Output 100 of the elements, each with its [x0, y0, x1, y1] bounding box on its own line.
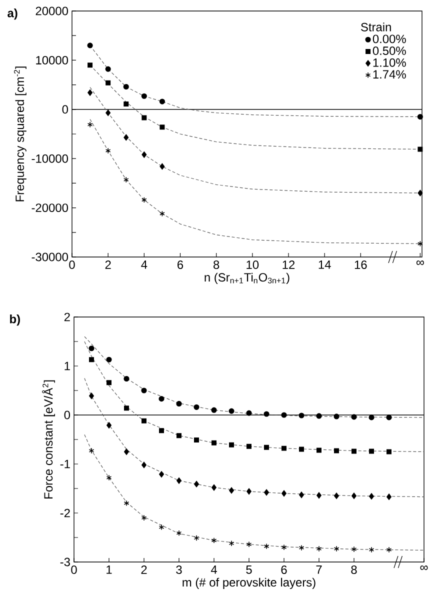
point: [212, 484, 216, 491]
point: [418, 146, 423, 152]
y-tick-label: 2: [64, 312, 70, 322]
x-tick-label: 14: [318, 260, 331, 269]
point: [229, 442, 234, 448]
point: [124, 134, 129, 141]
point: [123, 84, 129, 90]
point: [160, 163, 165, 170]
point: [316, 448, 322, 453]
y-tick-label: 20000: [36, 6, 68, 16]
point: [194, 535, 200, 541]
x-tick-label: 2: [141, 566, 147, 574]
point: [194, 480, 199, 488]
x-tick-label: 8: [351, 566, 357, 574]
legend-label: 1.10%: [373, 58, 406, 67]
point: [88, 89, 93, 96]
point: [386, 494, 392, 500]
point: [264, 489, 269, 496]
x-tick-label: ∞: [416, 260, 424, 266]
point: [160, 124, 165, 130]
point: [229, 487, 234, 494]
text: b): [10, 314, 20, 326]
point: [141, 514, 147, 521]
point: [88, 62, 93, 68]
point: [142, 115, 147, 120]
point: [298, 544, 304, 551]
x-tick-label: 1: [106, 566, 112, 574]
point: [264, 411, 270, 417]
x-tick-label: 7: [316, 566, 322, 574]
point: [194, 404, 200, 410]
point: [334, 546, 340, 552]
legend-title: Strain: [361, 22, 391, 32]
point: [351, 546, 357, 552]
point: [418, 240, 423, 247]
point: [352, 492, 356, 500]
y-tick-label: 0: [64, 410, 70, 420]
y-tick-label: 1: [64, 362, 70, 370]
x-axis-title: m (# of perovskite layers): [182, 578, 316, 589]
x-tick-label: 5: [246, 566, 252, 574]
point: [334, 448, 339, 454]
point: [106, 356, 112, 362]
x-tick-label: 2: [105, 260, 111, 269]
point: [352, 448, 356, 454]
point: [106, 380, 112, 386]
point: [106, 422, 112, 428]
point: [124, 376, 130, 382]
point: [124, 101, 129, 106]
point: [176, 477, 182, 484]
point: [368, 414, 374, 420]
x-tick-label: 4: [210, 566, 217, 574]
point: [88, 346, 94, 352]
x-axis-title: n (Sr$_{n+1}$Ti$_{n}$O$_{3n+1}$): [204, 272, 290, 284]
point: [106, 474, 112, 481]
y-tick-label: -1: [60, 460, 70, 468]
point: [334, 492, 339, 500]
x-tick-label: 3: [176, 566, 182, 574]
x-tick-label: 0: [71, 566, 77, 574]
point: [176, 400, 182, 407]
x-tick-label: 4: [141, 260, 148, 269]
point: [106, 110, 111, 116]
y-axis-title: Force constant [eV/Å$^{2}$]: [42, 380, 56, 498]
legend-label: 0.00%: [372, 34, 406, 44]
y-tick-label: -30000: [32, 252, 68, 262]
point: [334, 414, 340, 420]
line-series: [84, 341, 424, 452]
point: [368, 546, 374, 553]
point: [176, 433, 182, 438]
point: [159, 428, 164, 434]
point: [211, 407, 217, 413]
point: [105, 148, 111, 154]
point: [124, 448, 129, 455]
point: [417, 114, 423, 120]
point: [158, 524, 164, 530]
point: [264, 444, 269, 450]
point: [298, 412, 304, 418]
x-tick-label: 10: [246, 260, 259, 269]
point: [89, 392, 94, 400]
point: [142, 151, 147, 158]
y-tick-label: -3: [60, 558, 70, 566]
point: [418, 190, 423, 196]
point: [282, 446, 286, 451]
text: a): [8, 8, 18, 20]
x-tick-label: 6: [281, 566, 287, 574]
point: [194, 438, 199, 442]
x-tick-label: ∞: [420, 566, 428, 570]
x-tick-label: 12: [282, 260, 295, 269]
point: [123, 176, 129, 183]
line-series: [90, 118, 422, 244]
point: [246, 410, 252, 416]
point: [316, 492, 322, 499]
point: [299, 446, 304, 452]
point: [159, 471, 164, 478]
point: [282, 490, 286, 497]
point: [142, 418, 146, 424]
point: [87, 122, 93, 128]
y-tick-label: -10000: [32, 154, 68, 163]
legend-label: 0.50%: [372, 46, 406, 56]
point: [142, 462, 146, 468]
point: [212, 440, 216, 446]
x-tick-label: 16: [354, 260, 367, 269]
